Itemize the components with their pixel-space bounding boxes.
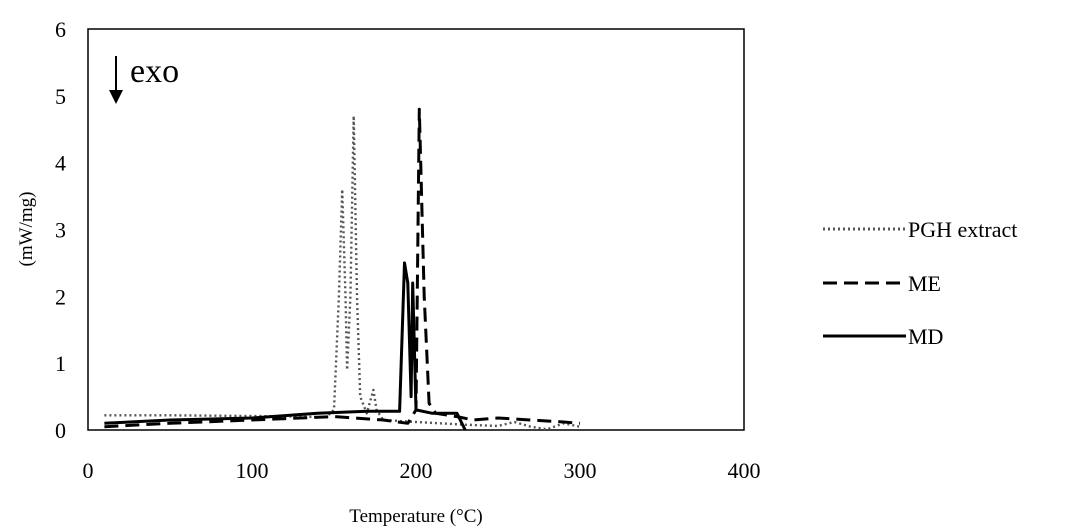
x-axis-title: Temperature (°C) — [349, 506, 482, 527]
y-tick-labels: 0 1 2 3 4 5 6 — [55, 17, 66, 443]
series-line-me — [104, 107, 581, 429]
exo-label: exo — [130, 53, 179, 90]
x-tick-label-3: 300 — [564, 458, 597, 483]
x-tick-label-0: 0 — [83, 458, 94, 483]
plot-frame — [87, 28, 745, 431]
y-tick-label-4: 4 — [55, 151, 66, 176]
y-tick-label-6: 6 — [55, 17, 66, 42]
legend-label-pgh-extract: PGH extract — [908, 217, 1017, 242]
y-tick-label-1: 1 — [55, 351, 66, 376]
series-layer — [104, 107, 581, 431]
y-tick-label-0: 0 — [55, 418, 66, 443]
legend: PGH extract ME MD — [823, 217, 1017, 349]
exo-annotation: exo — [109, 53, 179, 104]
legend-label-md: MD — [908, 324, 943, 349]
legend-label-me: ME — [908, 271, 941, 296]
y-tick-label-5: 5 — [55, 84, 66, 109]
exo-arrow-head — [109, 90, 123, 104]
x-tick-label-2: 200 — [400, 458, 433, 483]
x-tick-label-1: 100 — [236, 458, 269, 483]
series-line-md — [104, 261, 467, 431]
series-line-pgh-extract — [104, 114, 581, 431]
x-tick-label-4: 400 — [728, 458, 761, 483]
y-tick-label-2: 2 — [55, 284, 66, 309]
x-tick-labels: 0 100 200 300 400 — [83, 458, 761, 483]
y-tick-label-3: 3 — [55, 218, 66, 243]
y-axis-title: (mW/mg) — [16, 192, 37, 267]
